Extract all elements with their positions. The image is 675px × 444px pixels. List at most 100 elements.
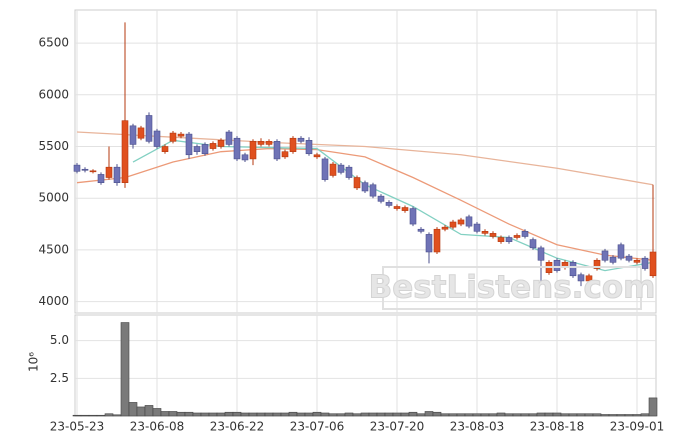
candle-body <box>265 141 273 145</box>
volume-bar <box>112 414 122 417</box>
volume-bar <box>320 412 330 417</box>
x-tick-label: 23-05-23 <box>50 420 104 434</box>
candle-body <box>201 144 209 155</box>
volume-bar <box>544 412 554 417</box>
volume-bar <box>232 411 242 417</box>
candle-body <box>369 184 377 197</box>
candle-body <box>473 223 481 232</box>
candle-body <box>465 216 473 227</box>
volume-bar <box>360 412 370 417</box>
y-tick-label: 4000 <box>38 294 69 308</box>
volume-bar <box>504 413 514 417</box>
volume-bar <box>552 412 562 417</box>
candle-body <box>153 130 161 147</box>
volume-bar <box>288 411 298 417</box>
candle-body <box>505 237 513 242</box>
candle-body <box>89 170 97 173</box>
candle-body <box>217 140 225 147</box>
volume-bar <box>208 412 218 417</box>
volume-bar <box>440 413 450 417</box>
volume-bar <box>424 411 434 417</box>
volume-bar <box>448 413 458 417</box>
volume-bar <box>104 413 114 417</box>
candle-body <box>193 146 201 152</box>
watermark-box <box>382 266 642 310</box>
volume-bar <box>176 411 186 417</box>
volume-bar <box>632 414 642 417</box>
volume-bar <box>296 412 306 417</box>
candle-body <box>249 141 257 160</box>
candle-body <box>161 146 169 152</box>
volume-bar <box>512 413 522 417</box>
volume-bar <box>272 412 282 417</box>
candle-body <box>297 137 305 142</box>
volume-bar <box>136 406 146 417</box>
candle-body <box>417 228 425 232</box>
volume-bar <box>312 411 322 417</box>
candle-body <box>337 164 345 173</box>
candle-body <box>169 132 177 142</box>
candle-body <box>625 255 633 261</box>
candle-body <box>617 244 625 259</box>
volume-bar <box>408 411 418 417</box>
candle-body <box>305 140 313 155</box>
volume-bar <box>344 412 354 417</box>
y-tick-label: 6500 <box>38 36 69 50</box>
candle-body <box>105 166 113 178</box>
candle-body <box>649 251 657 277</box>
candle-body <box>81 168 89 171</box>
volume-bar <box>584 413 594 417</box>
watermark: BestListens.com <box>369 270 656 306</box>
candle-body <box>409 208 417 225</box>
x-tick-label: 23-06-22 <box>210 420 264 434</box>
candle-body <box>441 226 449 230</box>
volume-bar <box>520 413 530 417</box>
volume-bar <box>640 413 650 417</box>
moving-average-line <box>76 147 654 261</box>
candle-body <box>313 154 321 158</box>
volume-bar <box>264 412 274 417</box>
candle-body <box>529 239 537 249</box>
volume-bar <box>304 412 314 417</box>
candle-body <box>321 158 329 180</box>
candle-body <box>497 237 505 242</box>
candle-body <box>641 257 649 269</box>
volume-bar <box>576 413 586 417</box>
volume-bar <box>384 412 394 417</box>
candle-body <box>489 233 497 237</box>
candle-body <box>185 133 193 156</box>
volume-bar <box>216 412 226 417</box>
volume-bar <box>352 413 362 417</box>
candle-body <box>425 234 433 253</box>
candle-body <box>329 163 337 176</box>
volume-bar <box>128 402 138 417</box>
volume-bar <box>464 413 474 417</box>
volume-bar <box>240 412 250 417</box>
y-tick-label: 5.0 <box>50 333 69 347</box>
candle-body <box>569 262 577 277</box>
candle-body <box>521 231 529 237</box>
volume-bar <box>496 412 506 417</box>
plot-area <box>74 314 657 417</box>
candle-body <box>577 274 585 282</box>
volume-bar <box>200 412 210 417</box>
candle-body <box>113 166 121 183</box>
volume-bar <box>120 322 130 417</box>
volume-bar <box>72 414 82 417</box>
volume-bar <box>328 413 338 417</box>
y-tick-label: 6000 <box>38 87 69 101</box>
x-tick-label: 23-07-06 <box>290 420 344 434</box>
volume-bar <box>168 411 178 417</box>
candle-body <box>553 259 561 271</box>
candle-body <box>137 127 145 139</box>
candle-body <box>401 207 409 211</box>
volume-bar <box>256 412 266 417</box>
volume-bar <box>432 411 442 417</box>
x-tick-label: 23-06-08 <box>130 420 184 434</box>
volume-bar <box>376 412 386 417</box>
candle-body <box>209 143 217 149</box>
y-tick-label: 5000 <box>38 191 69 205</box>
volume-bar <box>648 397 658 417</box>
y-tick-label: 4500 <box>38 242 69 256</box>
candle-body <box>609 256 617 263</box>
